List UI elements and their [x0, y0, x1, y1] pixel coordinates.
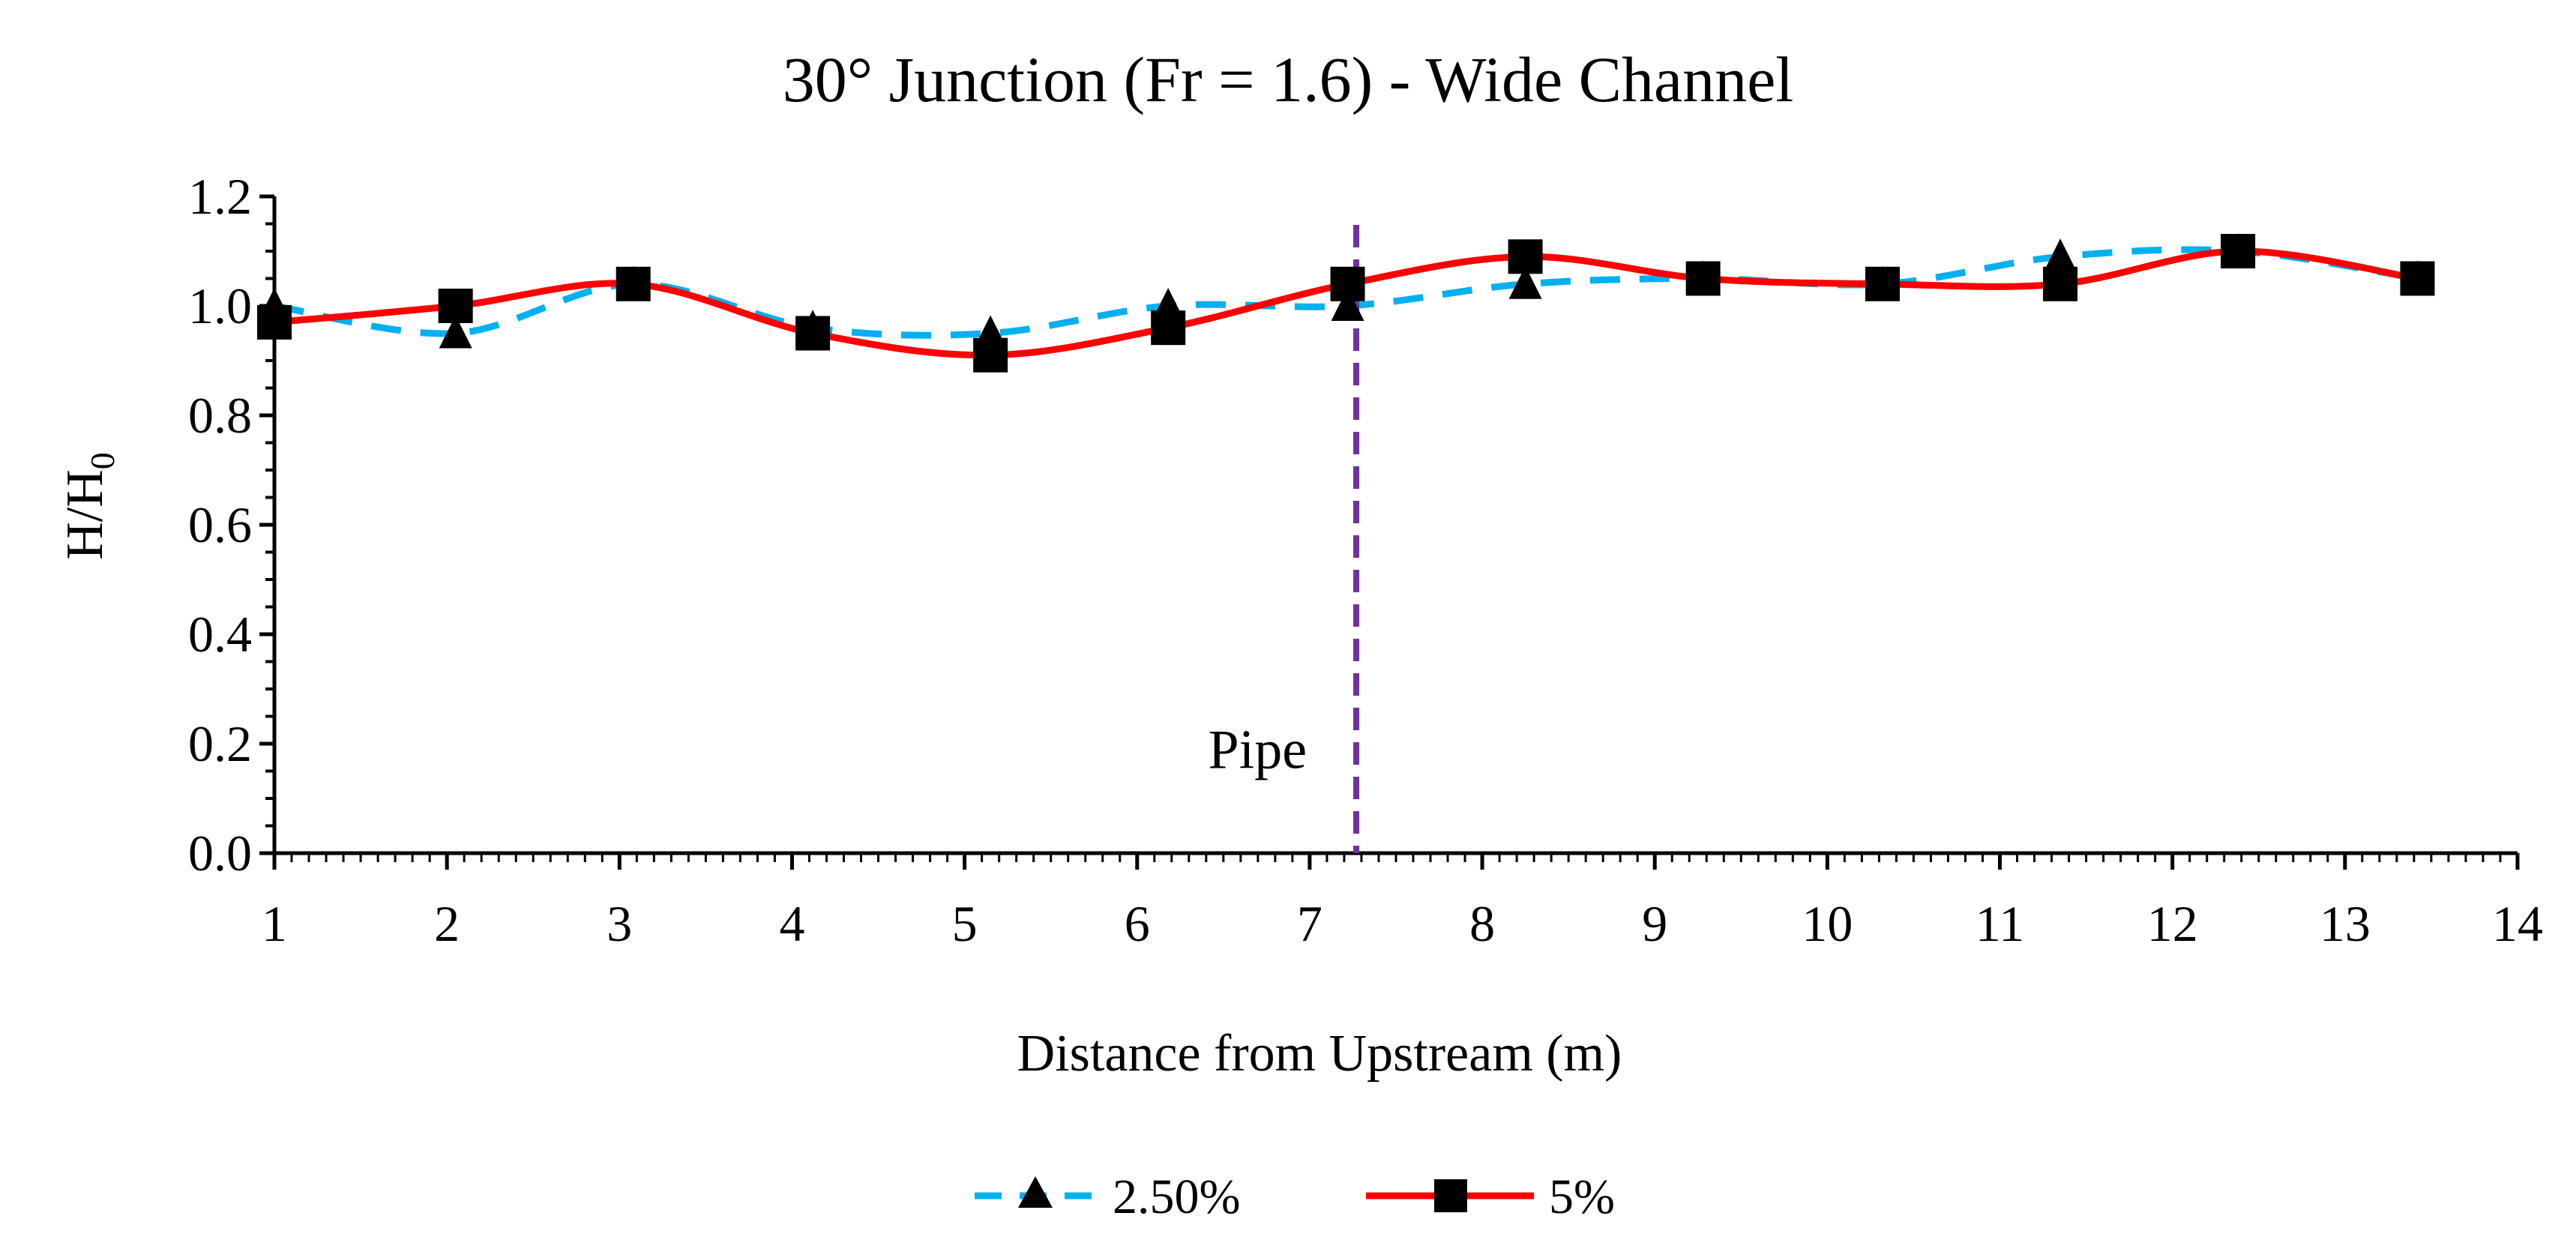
x-tick-label: 1: [262, 895, 287, 952]
y-tick-label: 0.2: [188, 715, 252, 772]
x-axis-label: Distance from Upstream (m): [1017, 1025, 1622, 1083]
x-tick-label: 12: [2147, 895, 2198, 952]
x-tick-label: 9: [1642, 895, 1667, 952]
x-tick-label: 4: [779, 895, 804, 952]
y-tick-label: 0.4: [188, 606, 252, 663]
legend-square-marker: [1434, 1179, 1467, 1212]
x-tick-label: 14: [2492, 895, 2543, 952]
x-tick-label: 10: [1802, 895, 1853, 952]
chart-title: 30° Junction (Fr = 1.6) - Wide Channel: [783, 43, 1794, 115]
pipe-label: Pipe: [1209, 720, 1307, 781]
y-tick-label: 0.8: [188, 387, 252, 444]
x-tick-label: 3: [607, 895, 632, 952]
legend-item-5-percent: 5%: [1366, 1170, 1615, 1224]
y-tick-label: 0.6: [188, 496, 252, 553]
x-tick-label: 13: [2320, 895, 2371, 952]
x-tick-label: 11: [1975, 895, 2024, 952]
square-marker: [1151, 310, 1186, 346]
square-marker: [1865, 266, 1901, 301]
square-marker: [438, 289, 473, 323]
x-tick-label: 2: [434, 895, 460, 952]
y-axis-label-subscript: 0: [83, 452, 121, 469]
triangle-marker: [1508, 265, 1542, 299]
square-marker: [795, 316, 831, 351]
y-axis-label-main: H/H: [56, 469, 114, 560]
x-tick-label: 7: [1297, 895, 1322, 952]
legend-label-2-50-percent: 2.50%: [1113, 1170, 1240, 1224]
square-marker: [1508, 239, 1543, 274]
triangle-marker: [2044, 238, 2077, 272]
square-marker: [1685, 261, 1721, 296]
y-axis-label: H/H0: [56, 452, 121, 560]
x-tick-label: 6: [1125, 895, 1150, 952]
y-tick-label: 1.0: [188, 277, 252, 334]
x-tick-label: 8: [1469, 895, 1495, 952]
square-marker: [616, 266, 651, 301]
legend-triangle-marker: [1018, 1176, 1053, 1208]
square-marker: [2400, 261, 2435, 296]
plot-area: 0.00.20.40.60.81.01.21 2 3 4 5 6 7 8 9 10 11 12 13 14…: [188, 168, 2543, 952]
triangle-marker: [1331, 288, 1364, 321]
y-tick-label: 1.2: [188, 168, 252, 225]
square-marker: [1330, 266, 1365, 301]
square-marker: [2221, 234, 2256, 268]
square-marker: [257, 304, 292, 340]
legend: 2.50% 5%: [975, 1170, 1615, 1224]
legend-label-5-percent: 5%: [1549, 1170, 1615, 1224]
x-tick-label: 5: [952, 895, 978, 952]
y-tick-label: 0.0: [188, 825, 252, 882]
triangle-marker: [439, 315, 472, 349]
square-marker: [2043, 266, 2078, 301]
legend-item-2-50-percent: 2.50%: [975, 1170, 1240, 1224]
square-marker: [973, 337, 1008, 373]
